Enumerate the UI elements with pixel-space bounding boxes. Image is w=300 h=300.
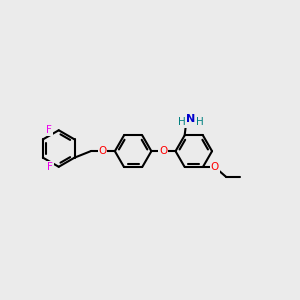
Text: F: F	[46, 125, 52, 135]
Text: H: H	[178, 117, 186, 128]
Text: O: O	[98, 146, 106, 156]
Text: N: N	[186, 114, 196, 124]
Text: F: F	[47, 162, 53, 172]
Text: O: O	[211, 162, 219, 172]
Text: O: O	[159, 146, 167, 156]
Text: H: H	[196, 117, 203, 128]
